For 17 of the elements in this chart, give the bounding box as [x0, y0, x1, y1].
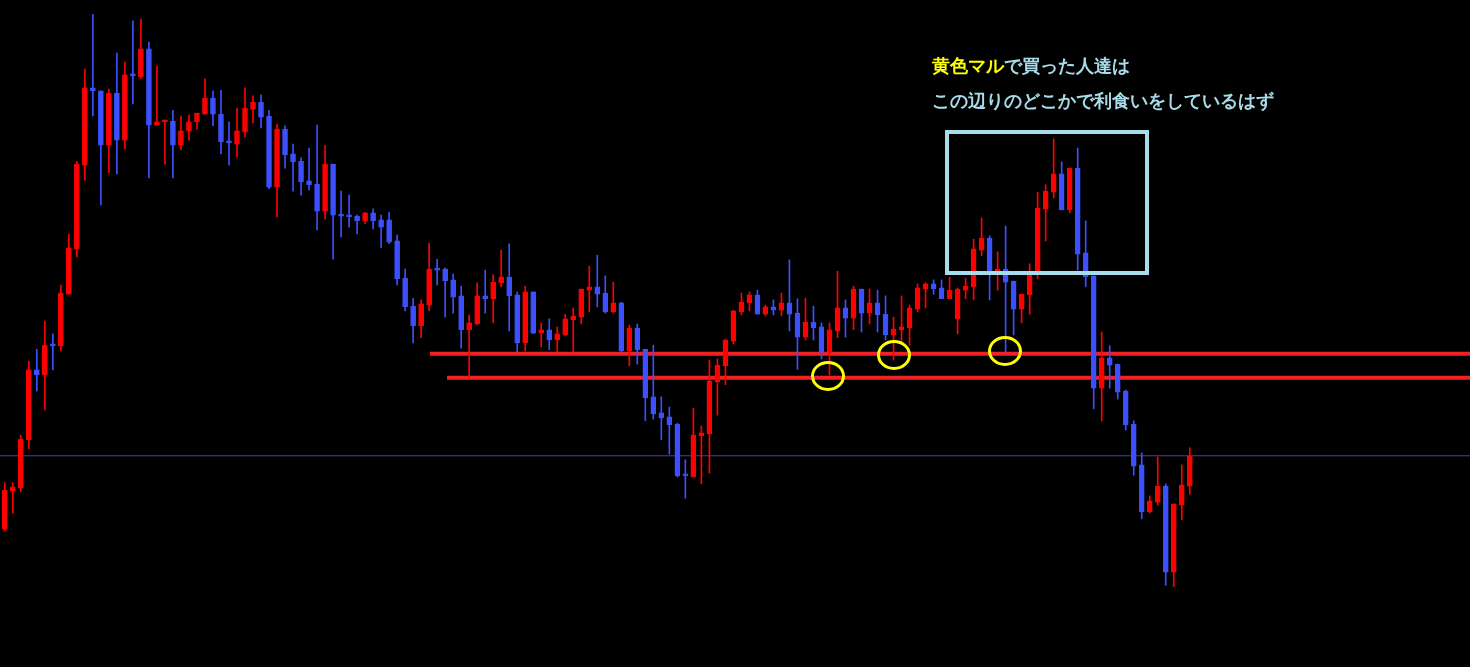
- candlestick: [9, 482, 16, 514]
- candlestick: [506, 243, 513, 332]
- candlestick: [378, 214, 384, 249]
- candlestick: [466, 314, 473, 378]
- candlestick: [586, 265, 593, 313]
- candlestick: [538, 322, 545, 348]
- annotation: この辺りのどこかで利食いをしているはず: [932, 89, 1274, 113]
- candlestick: [594, 254, 601, 308]
- candlestick: [290, 143, 296, 192]
- candlestick: [154, 65, 160, 126]
- candlestick: [498, 249, 505, 288]
- candlestick: [1106, 345, 1113, 389]
- candlestick: [162, 119, 168, 165]
- candlestick: [338, 190, 344, 238]
- candlestick: [306, 147, 312, 191]
- candlestick: [50, 333, 56, 371]
- annotation: 黄色マルで買った人達は: [932, 54, 1130, 78]
